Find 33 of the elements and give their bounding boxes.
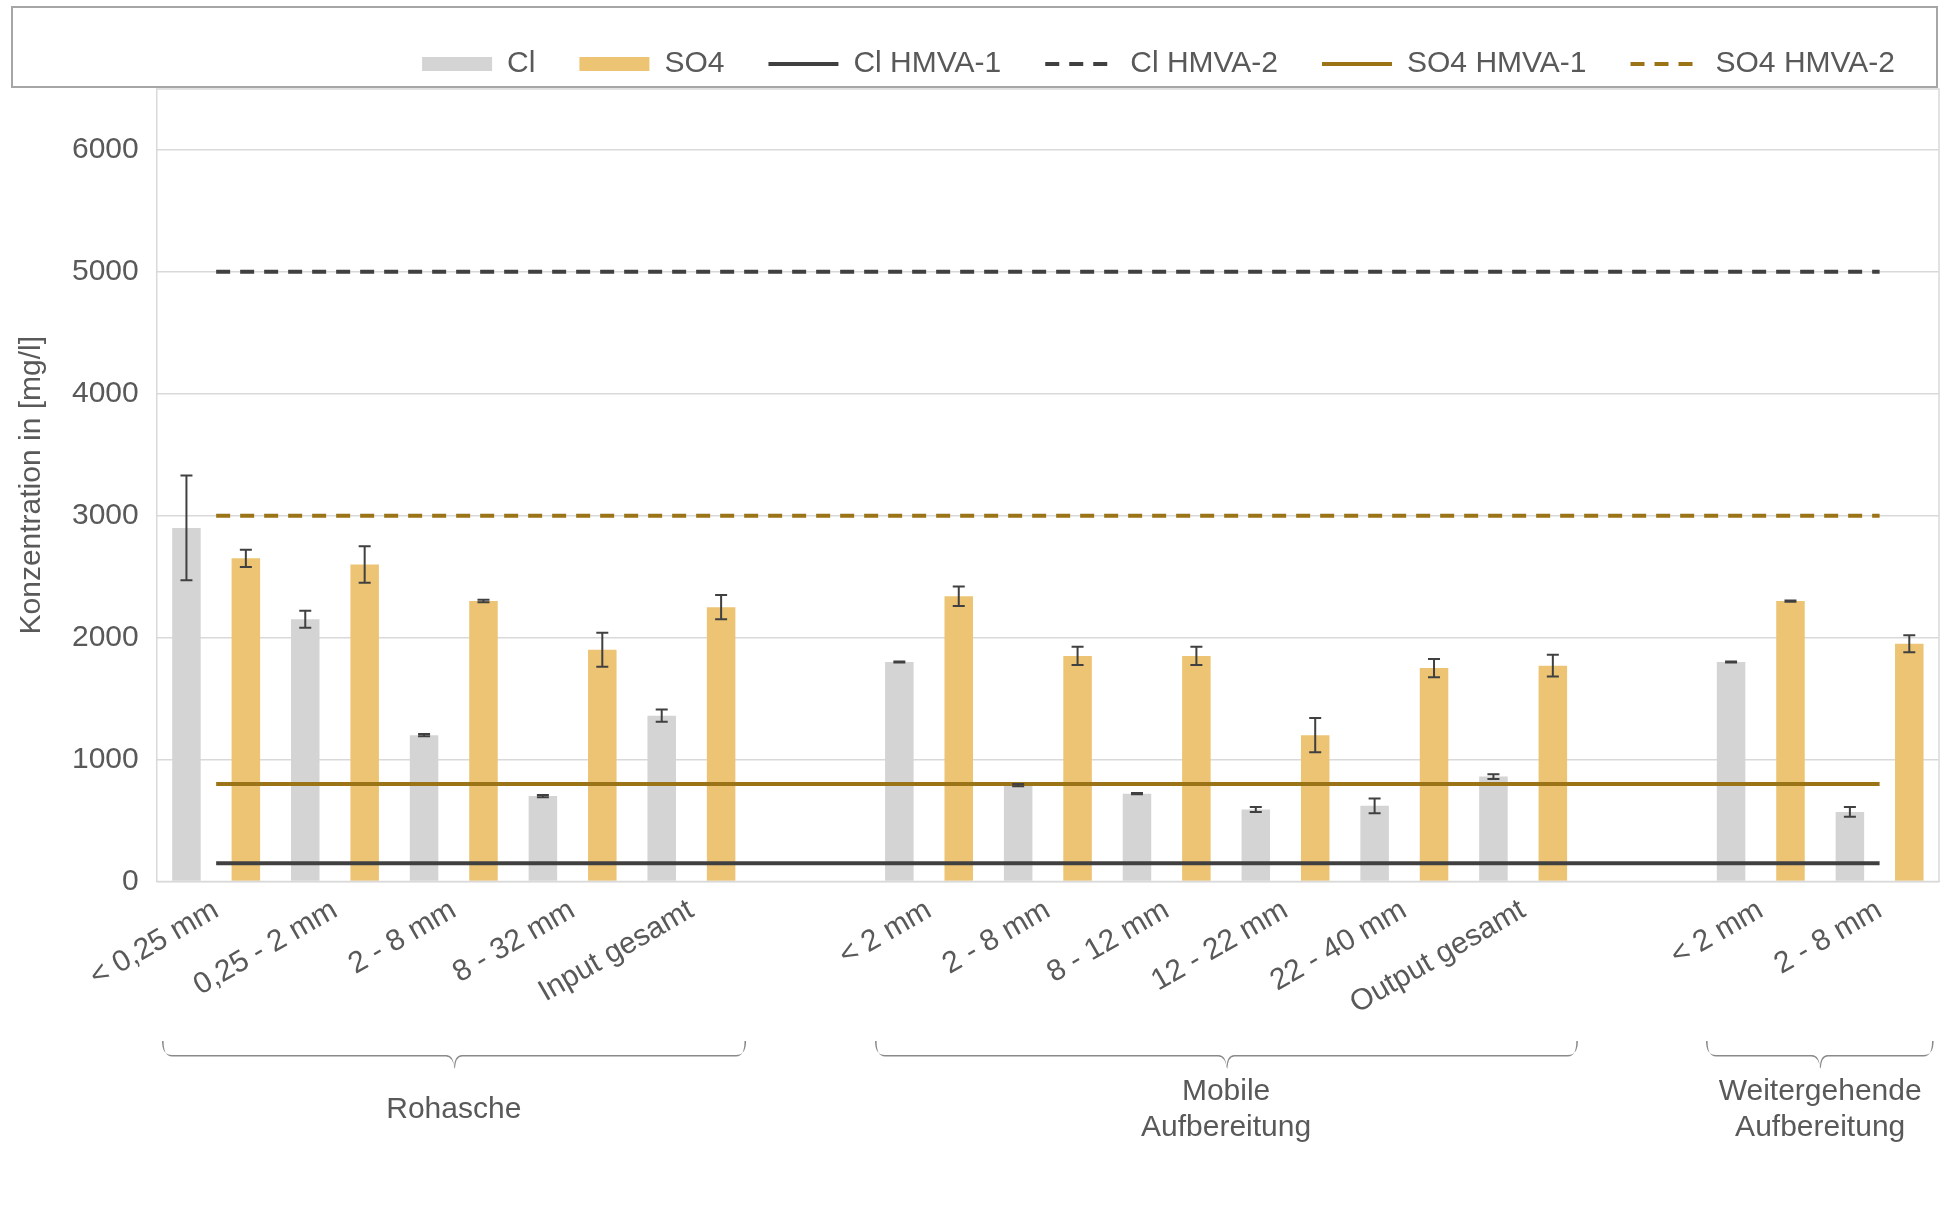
bar	[1300, 735, 1330, 881]
bar	[706, 607, 736, 881]
y-tick-label: 3000	[71, 496, 139, 530]
bar	[469, 601, 498, 881]
bar	[588, 649, 617, 881]
bar	[1776, 601, 1805, 881]
bar	[231, 558, 261, 881]
bar	[1538, 665, 1568, 881]
legend-label: Cl HMVA-2	[1130, 45, 1279, 79]
y-tick-label: 0	[122, 862, 139, 896]
legend-label: SO4	[664, 45, 725, 79]
y-tick-label: 1000	[71, 740, 139, 774]
text: Mobile Aufbereitung	[1141, 1073, 1312, 1143]
legend-label: SO4 HMVA-2	[1715, 45, 1896, 79]
x-tick-label: < 2 mm	[1664, 891, 1768, 971]
bar	[350, 564, 379, 881]
legend-label: Cl HMVA-1	[853, 45, 1002, 79]
y-tick-label: 6000	[71, 131, 139, 165]
bar	[944, 596, 974, 881]
legend-label: Cl	[507, 45, 536, 79]
y-tick-label: 4000	[71, 375, 139, 409]
y-tick-label: 2000	[71, 618, 139, 652]
text: Weitergehende Aufbereitung	[1718, 1073, 1922, 1143]
y-tick-label: 5000	[71, 253, 139, 287]
bar	[1063, 655, 1092, 881]
bar	[1419, 668, 1449, 881]
bar	[1895, 643, 1924, 881]
x-tick-label: 2 - 8 mm	[1767, 891, 1887, 980]
x-tick-label: < 2 mm	[832, 891, 937, 971]
y-axis-title: Konzentration in [mg/l]	[13, 335, 47, 635]
legend-label: SO4 HMVA-1	[1407, 45, 1587, 79]
text: Rohasche	[386, 1091, 522, 1125]
bar	[1182, 655, 1211, 881]
